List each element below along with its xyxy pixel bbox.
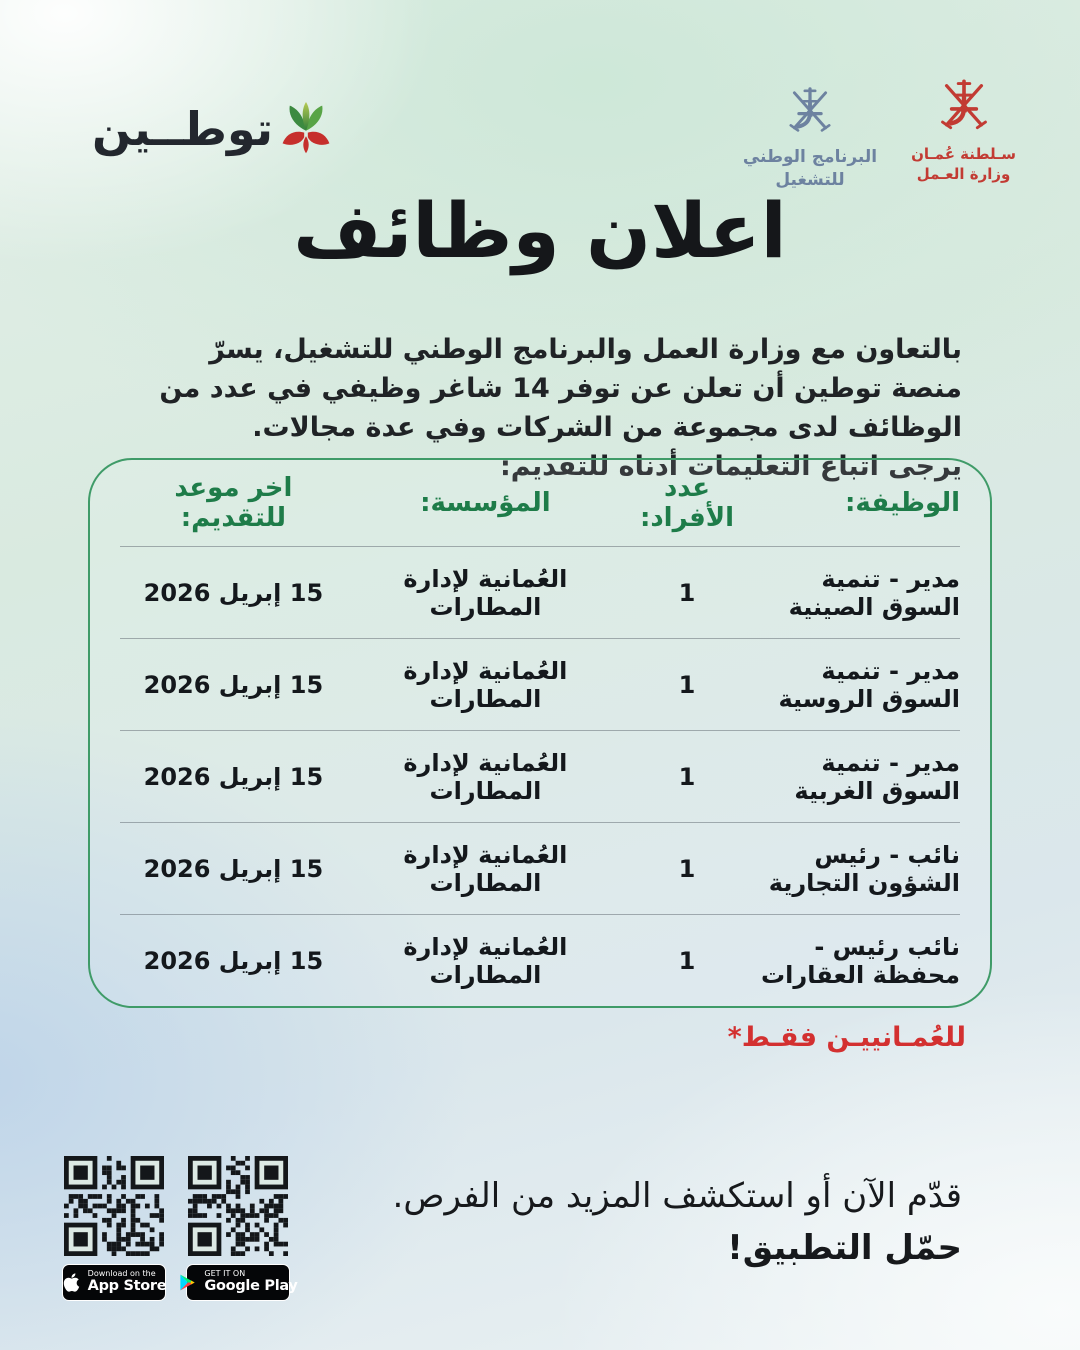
jobs-table: الوظيفة: عدد الأفراد: المؤسسة: اخر موعد … bbox=[88, 458, 992, 1008]
nep-logo-line2: للتشغيل bbox=[775, 169, 845, 190]
table-row: مدير - تنمية السوق الغربية 1 العُمانية ل… bbox=[120, 730, 960, 822]
job-title: مدير - تنمية السوق الصينية bbox=[788, 564, 960, 621]
job-title: نائب - رئيس الشؤون التجارية bbox=[768, 840, 960, 897]
job-deadline: 15 إبريل 2026 bbox=[143, 946, 324, 975]
google-play-group: GET IT ON Google Play bbox=[186, 1156, 298, 1301]
store-links: Download on the App Store GET IT ON Goog… bbox=[62, 1156, 298, 1301]
job-count: 1 bbox=[678, 578, 696, 607]
header-job: الوظيفة: bbox=[845, 488, 960, 518]
government-logos: البرنامج الوطني للتشغيل سـلطنة عُمـان وز… bbox=[743, 74, 1016, 192]
app-store-group: Download on the App Store bbox=[62, 1156, 167, 1301]
job-deadline: 15 إبريل 2026 bbox=[143, 670, 324, 699]
job-organization: العُمانية لإدارة المطارات bbox=[403, 748, 568, 805]
footer-cta: قدّم الآن أو استكشف المزيد من الفرص. حمّ… bbox=[393, 1176, 962, 1268]
ministry-of-labour-logo: سـلطنة عُمـان وزارة العـمل bbox=[911, 74, 1016, 185]
table-header-row: الوظيفة: عدد الأفراد: المؤسسة: اخر موعد … bbox=[120, 460, 960, 546]
job-deadline: 15 إبريل 2026 bbox=[143, 762, 324, 791]
job-count: 1 bbox=[678, 762, 696, 791]
ministry-logo-line1: سـلطنة عُمـان bbox=[911, 145, 1016, 163]
google-play-badge-bottom: Google Play bbox=[204, 1277, 298, 1294]
oman-emblem-icon bbox=[935, 74, 993, 138]
header-deadline: اخر موعد للتقديم: bbox=[174, 473, 293, 533]
intro-instruction: يرجى اتباع التعليمات أدناه للتقديم: bbox=[499, 451, 962, 483]
google-play-badge-top: GET IT ON bbox=[204, 1269, 246, 1279]
job-organization: العُمانية لإدارة المطارات bbox=[403, 564, 568, 621]
cta-line2: حمّل التطبيق! bbox=[727, 1228, 962, 1268]
national-employment-program-logo: البرنامج الوطني للتشغيل bbox=[743, 74, 877, 192]
table-row: مدير - تنمية السوق الصينية 1 العُمانية ل… bbox=[120, 546, 960, 638]
nep-logo-line1: البرنامج الوطني bbox=[742, 147, 878, 167]
app-store-badge[interactable]: Download on the App Store bbox=[62, 1264, 167, 1301]
job-count: 1 bbox=[678, 946, 696, 975]
job-deadline: 15 إبريل 2026 bbox=[143, 578, 324, 607]
tawteen-logo: توطــين bbox=[92, 100, 333, 158]
table-row: مدير - تنمية السوق الروسية 1 العُمانية ل… bbox=[120, 638, 960, 730]
page-title: اعلان وظائف bbox=[293, 186, 787, 275]
google-play-icon bbox=[178, 1272, 197, 1293]
app-store-badge-top: Download on the bbox=[87, 1269, 156, 1279]
table-row: نائب رئيس - محفظة العقارات 1 العُمانية ل… bbox=[120, 914, 960, 1006]
tawteen-wordmark: توطــين bbox=[92, 102, 274, 156]
google-play-badge[interactable]: GET IT ON Google Play bbox=[186, 1264, 298, 1301]
google-play-qr-code bbox=[188, 1156, 288, 1256]
job-count: 1 bbox=[678, 670, 696, 699]
job-organization: العُمانية لإدارة المطارات bbox=[403, 840, 568, 897]
job-deadline: 15 إبريل 2026 bbox=[143, 854, 324, 883]
header-count: عدد الأفراد: bbox=[639, 473, 735, 533]
job-organization: العُمانية لإدارة المطارات bbox=[403, 656, 568, 713]
tawteen-emblem-icon bbox=[279, 100, 333, 158]
job-title: مدير - تنمية السوق الروسية bbox=[778, 656, 960, 713]
job-title: مدير - تنمية السوق الغربية bbox=[794, 748, 960, 805]
job-count: 1 bbox=[678, 854, 696, 883]
app-store-qr-code bbox=[64, 1156, 164, 1256]
intro-text: بالتعاون مع وزارة العمل والبرنامج الوطني… bbox=[138, 330, 962, 487]
apple-icon bbox=[62, 1272, 81, 1293]
app-store-badge-bottom: App Store bbox=[87, 1277, 167, 1294]
omanis-only-note: للعُمـانييـن فقـط* bbox=[727, 1022, 966, 1053]
ministry-logo-line2: وزارة العـمل bbox=[916, 165, 1011, 184]
job-organization: العُمانية لإدارة المطارات bbox=[403, 932, 568, 989]
intro-paragraph: بالتعاون مع وزارة العمل والبرنامج الوطني… bbox=[159, 334, 962, 444]
cta-line1: قدّم الآن أو استكشف المزيد من الفرص. bbox=[392, 1176, 962, 1216]
header-organization: المؤسسة: bbox=[420, 488, 551, 518]
table-row: نائب - رئيس الشؤون التجارية 1 العُمانية … bbox=[120, 822, 960, 914]
oman-emblem-icon bbox=[784, 82, 836, 140]
job-title: نائب رئيس - محفظة العقارات bbox=[761, 932, 960, 989]
